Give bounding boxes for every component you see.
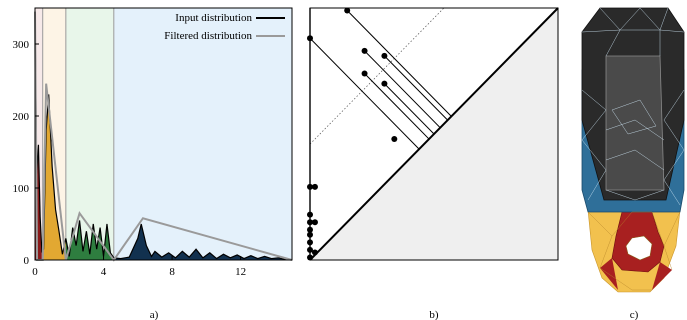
persistence-point xyxy=(307,231,313,238)
persistence-point xyxy=(311,249,318,256)
distribution-fill-1 xyxy=(43,94,66,261)
persistence-point xyxy=(307,219,313,226)
region-band-0 xyxy=(35,8,43,260)
persistence-point xyxy=(361,70,368,77)
legend: Input distribution Filtered distribution xyxy=(164,12,285,42)
persistence-point xyxy=(311,219,318,226)
caption-c: c) xyxy=(630,309,639,320)
persistence-point xyxy=(391,136,398,143)
persistence-point xyxy=(381,52,388,59)
persistence-point xyxy=(307,246,313,253)
legend-label-filtered: Filtered distribution xyxy=(164,30,252,42)
y-ticks: 0 100 200 300 xyxy=(13,39,39,267)
caption-b: b) xyxy=(429,309,439,320)
persistence-point xyxy=(311,183,318,190)
x-ticks: 0 4 8 12 xyxy=(32,256,246,278)
cancellation-lines xyxy=(309,10,452,150)
plot-frame xyxy=(34,7,293,261)
persistence-point xyxy=(344,7,351,14)
x-tick-label: 4 xyxy=(101,266,107,278)
y-tick-label: 100 xyxy=(13,183,30,195)
panel-c-mesh xyxy=(581,7,685,293)
mesh-hole xyxy=(625,235,653,261)
cancellation-line xyxy=(384,83,435,135)
cancellation-line xyxy=(346,10,452,117)
y-tick-label: 0 xyxy=(24,255,30,267)
persistence-point xyxy=(307,183,313,190)
y-tick-label: 200 xyxy=(13,111,30,123)
x-tick-label: 8 xyxy=(169,266,175,278)
panel-b-diagram xyxy=(307,7,559,261)
persistence-point xyxy=(307,239,313,246)
mesh-wireframe xyxy=(581,7,685,206)
persistence-point xyxy=(307,226,313,233)
persistence-points xyxy=(307,7,398,261)
persistence-point xyxy=(307,254,313,261)
mesh-inner-cavity xyxy=(605,55,665,191)
mesh-red-spike-right xyxy=(652,262,672,290)
distribution-fill-2 xyxy=(65,220,114,260)
region-band-2 xyxy=(65,8,114,260)
threshold-line xyxy=(309,7,445,145)
persistence-point xyxy=(307,211,313,218)
x-tick-label: 0 xyxy=(32,266,38,278)
distribution-fill-3 xyxy=(113,224,293,260)
y-tick-label: 300 xyxy=(13,39,30,51)
persistence-point xyxy=(381,80,388,87)
cancellation-line xyxy=(384,55,448,121)
panel-a-chart: 0 4 8 12 0 100 200 300 Input distribution Filt… xyxy=(13,7,293,278)
cancellation-line xyxy=(364,73,430,140)
persistence-point xyxy=(307,35,313,42)
caption-a: a) xyxy=(150,309,159,320)
persistence-point xyxy=(361,47,368,54)
region-bands xyxy=(35,8,293,260)
input-distribution-line xyxy=(34,11,293,261)
cancellation-line xyxy=(364,50,441,129)
cancellation-line xyxy=(309,37,420,150)
legend-label-input: Input distribution xyxy=(175,12,252,24)
diagram-frame xyxy=(309,7,559,261)
mesh-yellow-wireframe xyxy=(587,211,681,291)
x-tick-label: 12 xyxy=(235,266,246,278)
